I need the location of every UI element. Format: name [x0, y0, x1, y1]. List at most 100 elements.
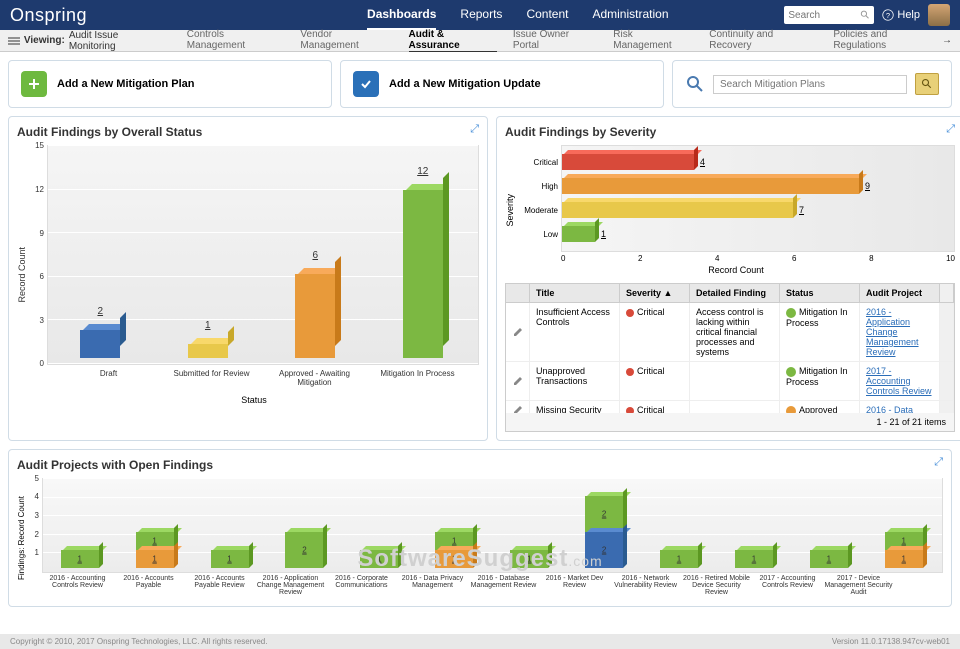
cell-severity: Critical — [620, 303, 690, 361]
search-input[interactable] — [788, 10, 860, 21]
chart-bar[interactable]: High9 — [562, 178, 870, 194]
topnav-item-reports[interactable]: Reports — [460, 0, 502, 30]
add-plan-link[interactable]: Add a New Mitigation Plan — [57, 78, 195, 90]
chart-bar[interactable]: 1 — [810, 550, 848, 568]
bar-value[interactable]: 1 — [152, 555, 156, 564]
magnify-icon — [685, 74, 705, 94]
project-link[interactable]: 2016 - Data — [866, 405, 913, 413]
bar-value[interactable]: 1 — [205, 320, 211, 331]
chart-bar[interactable]: 12 — [403, 184, 443, 358]
bar-value[interactable]: 1 — [752, 555, 756, 564]
chart-bar[interactable]: 1 — [510, 550, 548, 568]
chart-bar[interactable]: 1 — [735, 550, 773, 568]
expand-icon[interactable]: ⤢ — [946, 123, 955, 136]
search-plans-input[interactable] — [713, 75, 907, 94]
bar-value[interactable]: 1 — [601, 229, 606, 239]
bar-value[interactable]: 1 — [152, 537, 156, 546]
bar-value[interactable]: 2 — [602, 510, 606, 519]
table-row: Insufficient Access Controls Critical Ac… — [506, 303, 954, 362]
subnav-item[interactable]: Continuity and Recovery — [709, 29, 817, 52]
bar-value[interactable]: 9 — [865, 181, 870, 191]
table-row: Unapproved Transactions Critical Mitigat… — [506, 362, 954, 401]
topnav-menu: Dashboards Reports Content Administration — [367, 0, 668, 30]
topnav-item-dashboards[interactable]: Dashboards — [367, 0, 436, 30]
table-footer: 1 - 21 of 21 items — [506, 413, 954, 431]
chart-bar[interactable]: 6 — [295, 268, 335, 358]
edit-icon[interactable] — [506, 401, 530, 413]
topnav-item-content[interactable]: Content — [526, 0, 568, 30]
subnav-item[interactable]: Audit & Assurance — [409, 29, 497, 52]
x-tick-label: 2016 - Corporate Communications — [326, 573, 397, 598]
chart-plot: Critical4 High9 Moderate7 Low1 — [561, 145, 955, 252]
subnav-scroll-right[interactable]: → — [942, 35, 952, 46]
cell-severity: Critical — [620, 401, 690, 413]
y-axis-label: Record Count — [17, 247, 27, 303]
help-icon: ? — [882, 9, 894, 21]
chart-plot: 12345 1111211112211111 — [42, 478, 943, 573]
chart-bar[interactable]: 11 — [885, 532, 923, 568]
chart-bar[interactable]: 2 — [80, 324, 120, 358]
y-axis-label: Severity — [505, 194, 515, 227]
bar-value[interactable]: 1 — [452, 537, 456, 546]
expand-icon[interactable]: ⤢ — [934, 456, 943, 469]
chart-bar[interactable]: 1 — [188, 338, 228, 358]
search-plans-button[interactable] — [915, 73, 939, 95]
bar-value[interactable]: 1 — [527, 555, 531, 564]
col-detail[interactable]: Detailed Finding — [690, 284, 780, 302]
panel-status-chart: Audit Findings by Overall Status ⤢ Recor… — [8, 116, 488, 441]
bar-value[interactable]: 1 — [227, 555, 231, 564]
chart-bar[interactable]: 11 — [435, 532, 473, 568]
chart-bar[interactable]: 1 — [211, 550, 249, 568]
chart-bar[interactable]: Moderate7 — [562, 202, 804, 218]
chart-bar[interactable]: 22 — [585, 496, 623, 568]
subnav-item[interactable]: Issue Owner Portal — [513, 29, 597, 52]
chart-bar[interactable]: 1 — [61, 550, 99, 568]
bar-value[interactable]: 2 — [302, 546, 306, 555]
x-tick-label: 2016 - Application Change Management Rev… — [255, 573, 326, 598]
bar-value[interactable]: 1 — [827, 555, 831, 564]
bar-value[interactable]: 2 — [97, 306, 103, 317]
bar-category: Critical — [534, 158, 558, 167]
bar-value[interactable]: 1 — [902, 555, 906, 564]
col-title[interactable]: Title — [530, 284, 620, 302]
bar-value[interactable]: 1 — [902, 537, 906, 546]
bar-value[interactable]: 1 — [452, 555, 456, 564]
viewing-indicator[interactable]: Viewing: Audit Issue Monitoring — [8, 30, 167, 52]
x-tick: 6 — [792, 254, 796, 263]
subnav-item[interactable]: Risk Management — [613, 29, 693, 52]
global-search[interactable] — [784, 6, 874, 24]
col-severity[interactable]: Severity ▲ — [620, 284, 690, 302]
add-update-link[interactable]: Add a New Mitigation Update — [389, 78, 541, 90]
x-tick: 0 — [561, 254, 565, 263]
help-label: Help — [897, 9, 920, 21]
bar-value[interactable]: 1 — [677, 555, 681, 564]
chart-bar[interactable]: Low1 — [562, 226, 606, 242]
help-link[interactable]: ? Help — [882, 9, 920, 21]
expand-icon[interactable]: ⤢ — [470, 123, 479, 136]
col-project[interactable]: Audit Project — [860, 284, 940, 302]
subnav-item[interactable]: Policies and Regulations — [833, 29, 942, 52]
bar-value[interactable]: 6 — [312, 250, 318, 261]
subnav-item[interactable]: Controls Management — [187, 29, 285, 52]
edit-icon[interactable] — [506, 303, 530, 361]
chart-bar[interactable]: 1 — [660, 550, 698, 568]
check-icon — [353, 71, 379, 97]
chart-bar[interactable]: Critical4 — [562, 154, 705, 170]
col-status[interactable]: Status — [780, 284, 860, 302]
subnav-item[interactable]: Vendor Management — [300, 29, 392, 52]
chart-bar[interactable]: 11 — [136, 532, 174, 568]
project-link[interactable]: 2017 - Accounting Controls Review — [866, 366, 932, 396]
bar-value[interactable]: 7 — [799, 205, 804, 215]
chart-bar[interactable]: 1 — [360, 550, 398, 568]
bar-value[interactable]: 4 — [700, 157, 705, 167]
bar-value[interactable]: 2 — [602, 546, 606, 555]
topnav-item-administration[interactable]: Administration — [592, 0, 668, 30]
edit-icon[interactable] — [506, 362, 530, 400]
bar-value[interactable]: 12 — [417, 166, 428, 177]
panel-severity: Audit Findings by Severity ⤢ Severity Cr… — [496, 116, 960, 441]
bar-value[interactable]: 1 — [77, 555, 81, 564]
project-link[interactable]: 2016 - Application Change Management Rev… — [866, 307, 919, 357]
chart-bar[interactable]: 2 — [285, 532, 323, 568]
bar-value[interactable]: 1 — [377, 555, 381, 564]
user-avatar[interactable] — [928, 4, 950, 26]
